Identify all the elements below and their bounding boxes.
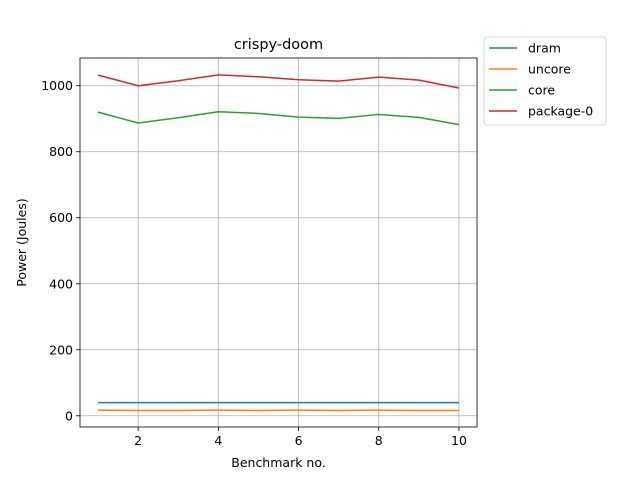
legend-label-dram: dram	[528, 41, 561, 56]
y-axis-label: Power (Joules)	[14, 198, 29, 286]
y-tick-label: 800	[49, 144, 73, 159]
y-tick-label: 600	[49, 210, 73, 225]
grid-lines	[80, 58, 477, 427]
chart-title: crispy-doom	[234, 37, 323, 53]
x-tick-label: 10	[451, 433, 467, 448]
legend-label-package-0: package-0	[528, 104, 593, 119]
y-tick-label: 0	[65, 408, 73, 423]
series-line-package-0	[97, 74, 460, 89]
x-axis-ticks: 2 4 6 8 10	[134, 427, 467, 448]
x-tick-label: 6	[295, 433, 303, 448]
y-tick-label: 1000	[41, 78, 73, 93]
series-lines	[97, 74, 460, 412]
legend: dram uncore core package-0	[483, 36, 607, 126]
y-tick-label: 400	[49, 276, 73, 291]
legend-box	[483, 36, 607, 126]
x-tick-label: 2	[134, 433, 142, 448]
legend-label-uncore: uncore	[528, 62, 571, 77]
x-tick-label: 4	[214, 433, 222, 448]
x-axis-label: Benchmark no.	[231, 455, 326, 470]
series-line-core	[97, 111, 460, 126]
y-axis-ticks: 0 200 400 600 800 1000	[41, 78, 80, 423]
plot-frame	[79, 57, 478, 428]
legend-label-core: core	[528, 83, 555, 98]
x-tick-label: 8	[375, 433, 383, 448]
y-tick-label: 200	[49, 342, 73, 357]
